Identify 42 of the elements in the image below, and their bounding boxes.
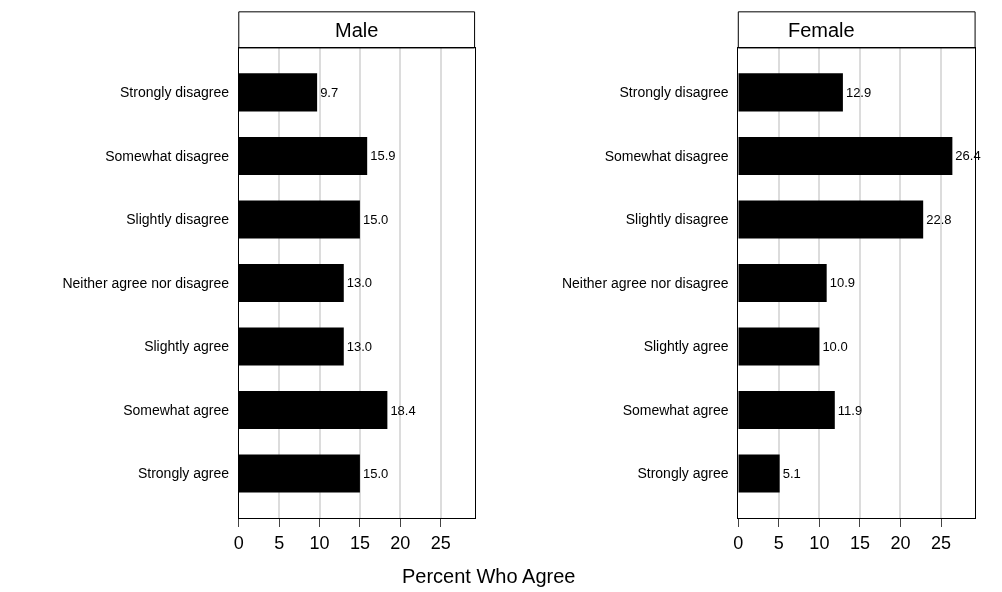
y-tick-label: Slightly disagree [126,211,230,228]
x-tick-label: 10 [809,532,830,553]
data-label: 15.0 [362,466,389,482]
data-label: 13.0 [346,275,373,291]
y-tick-label: Slightly agree [144,338,230,355]
data-label: 11.9 [837,402,863,418]
x-axis-title: Percent Who Agree [402,565,576,587]
y-tick-label: Slightly agree [643,338,729,355]
data-label: 12.9 [845,84,872,100]
x-tick-label: 0 [733,532,744,553]
y-tick-label: Strongly disagree [120,84,230,101]
data-label: 18.4 [390,402,416,418]
y-tick-label: Somewhat agree [622,401,729,418]
x-tick-label: 0 [233,532,244,553]
y-tick-label: Strongly agree [137,465,230,482]
data-label: 13.0 [346,339,373,354]
y-tick-label: Neither agree nor disagree [561,274,729,291]
y-tick-label: Neither agree nor disagree [62,274,230,291]
data-label: 15.0 [362,211,389,227]
y-tick-label: Somewhat disagree [604,147,729,164]
data-label: 5.1 [782,466,801,482]
y-tick-label: Slightly disagree [625,211,729,228]
x-tick-label: 20 [390,532,411,553]
x-tick-label: 25 [430,532,451,553]
x-tick-label: 25 [931,532,952,553]
x-tick-label: 5 [274,532,285,553]
y-tick-label: Strongly disagree [619,84,729,101]
chart-title: Male [335,19,379,41]
data-label: 9.7 [320,84,339,100]
data-label: 10.0 [822,339,848,354]
y-tick-label: Strongly agree [637,465,729,482]
x-tick-label: 15 [349,532,370,553]
x-tick-label: 15 [849,532,870,553]
x-tick-label: 20 [890,532,911,553]
y-tick-label: Somewhat disagree [105,147,230,164]
chart-title: Female [788,19,855,41]
data-label: 15.9 [370,148,396,164]
x-tick-label: 10 [309,532,330,553]
x-tick-label: 5 [773,532,784,553]
data-label: 10.9 [829,275,855,291]
y-tick-label: Somewhat agree [123,401,230,418]
data-label: 22.8 [926,211,952,227]
